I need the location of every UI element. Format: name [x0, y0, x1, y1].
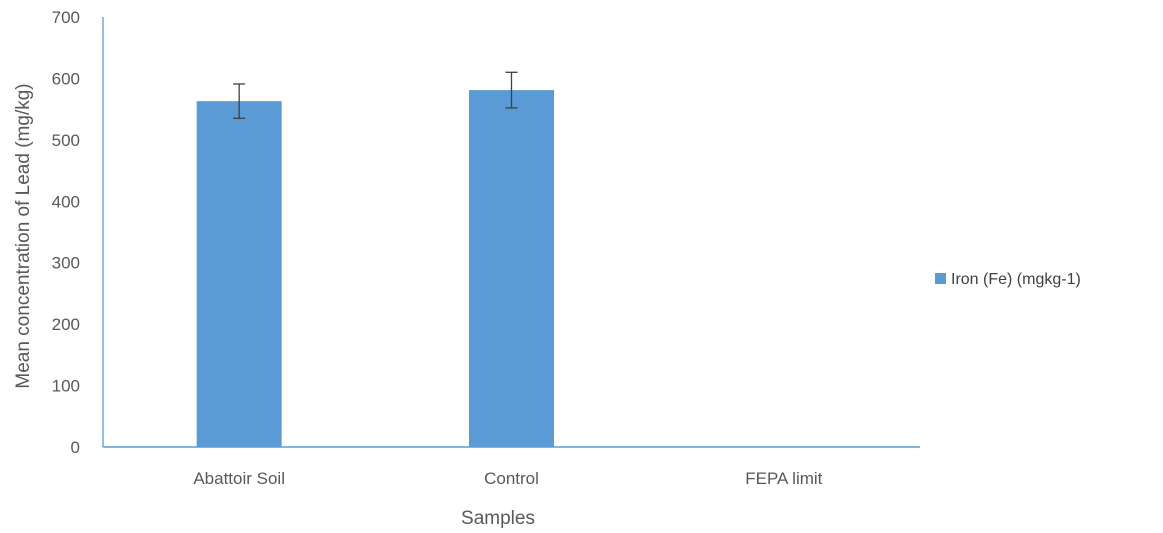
y-tick-label: 500 [52, 131, 80, 150]
x-tick-label: FEPA limit [745, 469, 822, 488]
y-tick-label: 0 [71, 438, 80, 457]
y-tick-label: 200 [52, 315, 80, 334]
error-bars [233, 71, 518, 120]
y-tick-label: 700 [52, 8, 80, 27]
legend: Iron (Fe) (mgkg-1) [935, 271, 1081, 288]
x-tick-label: Abattoir Soil [193, 469, 285, 488]
y-axis-title: Mean concentration of Lead (mg/kg) [13, 83, 34, 388]
x-tick-labels: Abattoir Soil Control FEPA limit [193, 469, 822, 488]
y-tick-labels: 0 100 200 300 400 500 600 700 [52, 8, 80, 457]
y-tick-label: 300 [52, 254, 80, 273]
x-axis-title: Samples [461, 508, 535, 529]
legend-label: Iron (Fe) (mgkg-1) [951, 271, 1081, 288]
bar [469, 90, 554, 447]
legend-swatch [935, 273, 946, 284]
y-tick-label: 100 [52, 377, 80, 396]
y-tick-label: 600 [52, 69, 80, 88]
bars [196, 90, 827, 448]
x-tick-label: Control [484, 469, 539, 488]
y-tick-label: 400 [52, 192, 80, 211]
bar [196, 101, 282, 448]
